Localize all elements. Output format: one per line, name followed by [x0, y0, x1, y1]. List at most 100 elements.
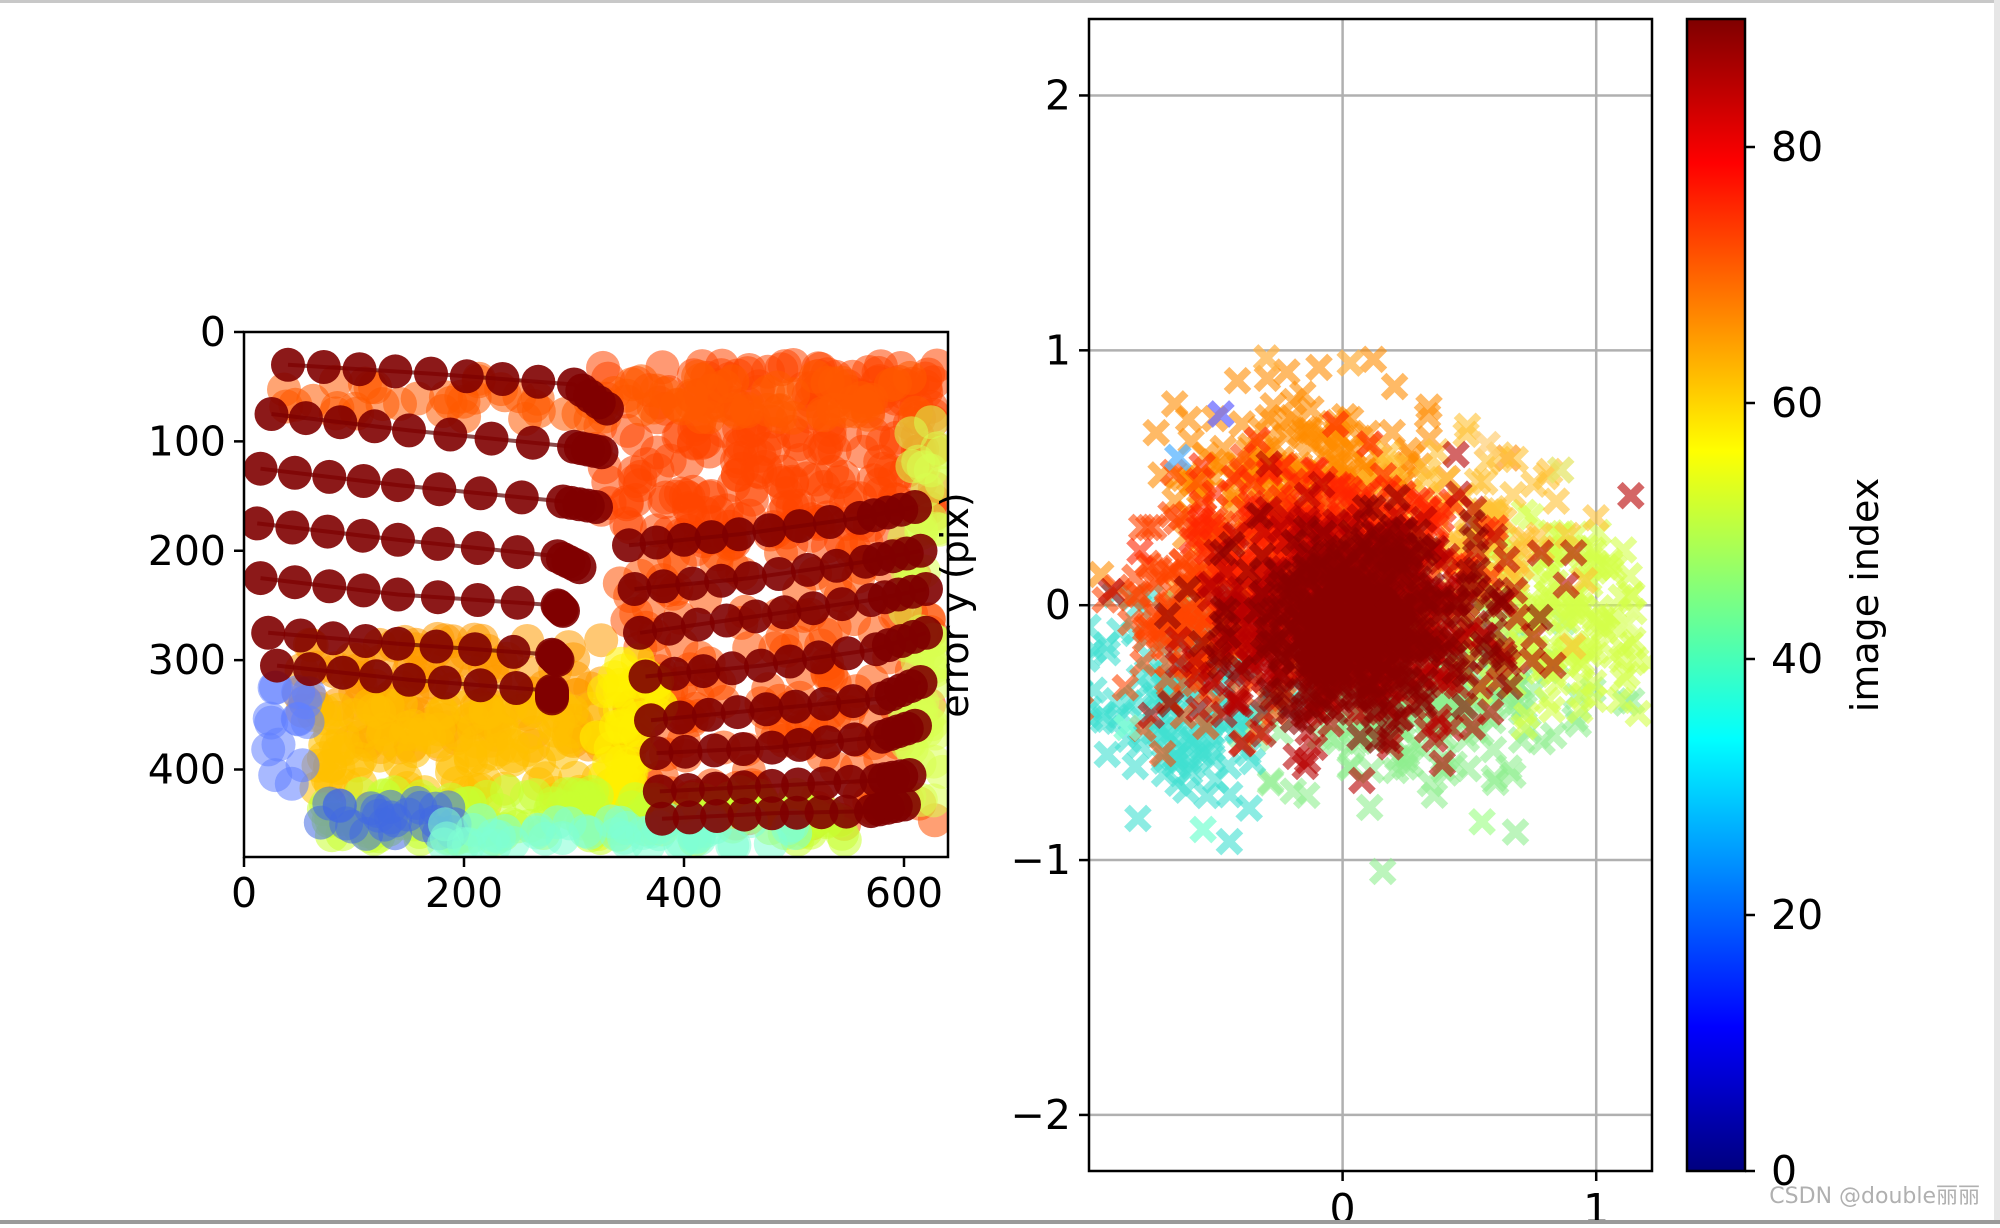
error-point	[1323, 539, 1352, 568]
error-point	[1605, 686, 1634, 715]
data-point	[463, 668, 498, 703]
error-point	[1050, 743, 1072, 765]
background-point	[584, 623, 619, 658]
error-point	[1160, 390, 1189, 418]
data-point	[812, 505, 847, 539]
data-point	[781, 767, 816, 802]
right-error-points	[1050, 344, 1652, 886]
data-point	[645, 801, 679, 836]
data-point	[720, 695, 755, 730]
left-axes-frame	[242, 330, 950, 859]
error-point	[1064, 771, 1086, 793]
error-point	[1495, 672, 1524, 701]
error-point	[1539, 651, 1567, 680]
data-point	[474, 421, 509, 456]
data-point	[515, 425, 550, 460]
data-point	[752, 513, 787, 548]
data-point	[807, 686, 842, 721]
error-point	[1355, 430, 1384, 458]
error-point	[1163, 443, 1192, 472]
x-tick-label: 600	[865, 869, 943, 917]
right-y-axis-label: error y (pix)	[933, 492, 977, 717]
error-point	[1243, 426, 1272, 454]
data-point	[540, 643, 575, 678]
error-point	[1234, 557, 1263, 586]
error-point	[1387, 667, 1416, 695]
data-point	[463, 476, 498, 511]
background-point	[545, 821, 580, 855]
y-tick-label: 0	[1045, 581, 1071, 629]
x-tick-label: 0	[1330, 1185, 1356, 1224]
error-point	[1390, 516, 1419, 544]
data-point	[778, 689, 813, 724]
error-point	[1137, 701, 1166, 730]
data-point	[348, 624, 383, 658]
background-point	[782, 427, 817, 462]
error-point	[1223, 366, 1252, 395]
error-point	[1181, 645, 1210, 674]
error-point	[1207, 400, 1235, 428]
error-point	[1473, 430, 1502, 459]
error-point	[1559, 538, 1588, 567]
data-point	[579, 490, 613, 524]
background-point	[609, 487, 644, 522]
data-point	[359, 659, 393, 694]
error-point	[1172, 776, 1200, 805]
error-point	[1558, 597, 1587, 626]
error-point	[1347, 581, 1376, 610]
colorbar-tick-label: 40	[1771, 635, 1823, 683]
data-point	[819, 548, 854, 583]
error-point	[1260, 629, 1289, 658]
error-point	[1359, 345, 1388, 374]
error-point	[1157, 690, 1185, 718]
error-point	[1321, 410, 1350, 439]
error-point	[1407, 581, 1435, 610]
error-point	[1287, 419, 1315, 447]
error-point	[1215, 780, 1244, 809]
data-point	[244, 561, 278, 596]
error-point	[1292, 781, 1321, 810]
data-point	[342, 352, 377, 387]
data-point	[392, 662, 426, 697]
error-point	[1280, 528, 1309, 557]
data-point	[628, 659, 663, 694]
background-point	[822, 465, 856, 500]
data-point	[427, 665, 462, 700]
error-point	[1129, 649, 1157, 678]
error-point	[1525, 603, 1554, 632]
data-point	[749, 692, 784, 727]
data-point	[323, 405, 358, 440]
x-tick-label: 1	[1583, 1185, 1609, 1224]
background-point	[805, 396, 840, 430]
background-point	[291, 676, 326, 711]
error-point	[1227, 729, 1256, 758]
y-tick-label: 200	[148, 527, 226, 575]
y-tick-label: 400	[148, 746, 226, 794]
data-point	[722, 517, 756, 552]
data-point	[381, 577, 415, 612]
error-point	[1532, 462, 1561, 491]
data-point	[726, 732, 761, 766]
data-point	[662, 700, 697, 735]
data-point	[312, 569, 347, 604]
data-point	[829, 794, 864, 829]
data-point	[254, 397, 289, 431]
data-point	[458, 632, 492, 667]
error-point	[1187, 629, 1216, 658]
data-point	[521, 364, 556, 399]
error-point	[1539, 721, 1568, 750]
x-tick-label: 200	[425, 869, 503, 917]
error-point	[1538, 695, 1566, 724]
background-point	[320, 692, 355, 727]
data-point	[584, 435, 619, 470]
y-tick-label: 100	[148, 417, 226, 465]
error-point	[1385, 637, 1414, 666]
error-point	[1616, 481, 1645, 510]
data-point	[288, 401, 323, 436]
data-point	[898, 708, 932, 743]
data-point	[697, 733, 732, 768]
error-point	[1192, 712, 1220, 741]
error-point	[1624, 699, 1652, 728]
background-point	[865, 425, 900, 460]
data-point	[898, 490, 932, 524]
